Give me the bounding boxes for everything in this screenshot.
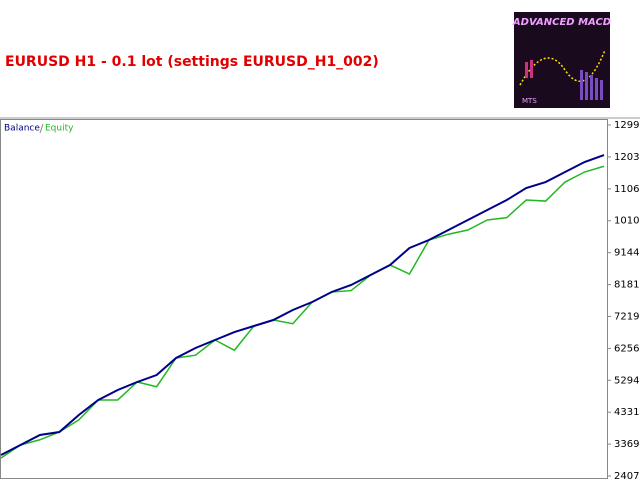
series-line <box>0 165 605 459</box>
legend-label: Balance <box>4 124 40 134</box>
legend: Balance Equity <box>4 124 74 134</box>
legend-separator <box>39 123 44 134</box>
y-tick-label: 4331 <box>614 407 639 418</box>
series-line <box>0 154 605 456</box>
logo-brand: MTS <box>522 97 537 105</box>
logo: ADVANCED MACD MTS <box>512 12 611 108</box>
y-tick-label: 7219 <box>614 311 639 322</box>
y-tick-label: 2407 <box>614 471 639 480</box>
y-tick-label: 6256 <box>614 343 639 354</box>
chart-title: EURUSD H1 - 0.1 lot (settings EURUSD_H1_… <box>5 54 379 70</box>
y-tick-label: 11069 <box>614 184 640 195</box>
y-tick-label: 3369 <box>614 439 639 450</box>
legend-label: Equity <box>45 124 74 134</box>
y-tick-label: 5294 <box>614 375 639 386</box>
y-tick-label: 8181 <box>614 280 639 291</box>
y-tick-label: 12994 <box>614 120 640 131</box>
plot-frame <box>0 119 608 479</box>
y-tick-label: 9144 <box>614 248 639 259</box>
logo-title: ADVANCED MACD <box>512 17 611 28</box>
y-tick-label: 10106 <box>614 216 640 227</box>
